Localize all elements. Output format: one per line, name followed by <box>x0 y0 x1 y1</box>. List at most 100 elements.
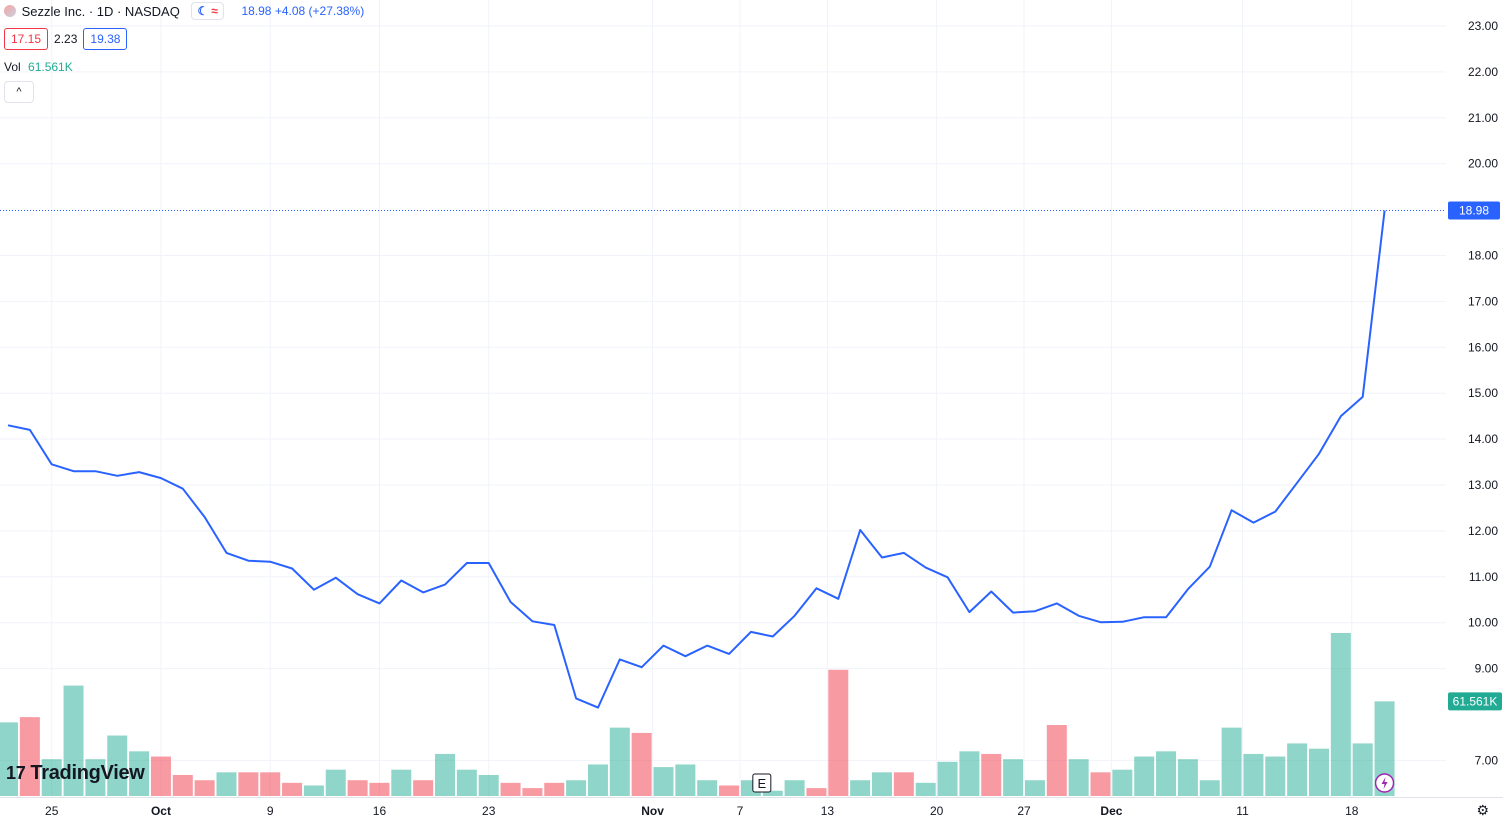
volume-bar <box>675 764 696 796</box>
price-line[interactable] <box>7 210 1386 709</box>
volume-legend: Vol 61.561K <box>4 60 73 74</box>
price-axis-svg[interactable]: 7.00 9.00 10.00 11.00 12.00 13.00 14.00 15.00 16… <box>1446 0 1503 797</box>
volume-label: Vol <box>4 60 21 74</box>
volume-bar <box>391 769 412 796</box>
delayed-data-icon: ≈ <box>211 4 218 18</box>
last-price-label: 18.98 <box>1459 204 1489 218</box>
volume-bar <box>784 780 805 796</box>
volume-bar <box>1243 753 1264 796</box>
ask-button[interactable]: 19.38 <box>83 28 128 50</box>
volume-bar <box>1112 769 1133 796</box>
market-status-pill[interactable]: ☾ ≈ <box>191 2 224 20</box>
tradingview-logo[interactable]: 17 TradingView <box>6 762 145 785</box>
x-tick-label: Nov <box>641 804 664 818</box>
x-tick-label: 7 <box>737 804 744 818</box>
volume-bar <box>544 782 565 796</box>
volume-bar <box>893 772 914 796</box>
last-price-change: 18.98 +4.08 (+27.38%) <box>241 4 365 18</box>
volume-bar <box>1287 743 1308 796</box>
volume-bar <box>0 722 18 796</box>
volume-bar <box>282 782 303 796</box>
volume-bar <box>1309 748 1329 796</box>
volume-bar <box>1046 725 1067 796</box>
chevron-up-icon: ^ <box>16 86 22 98</box>
volume-bar <box>107 735 128 796</box>
volume-bar <box>303 785 324 796</box>
volume-bar <box>500 782 521 796</box>
symbol-title[interactable]: Sezzle Inc. · 1D · NASDAQ <box>21 3 180 19</box>
volume-bar <box>456 769 477 796</box>
y-tick-label: 15.00 <box>1468 386 1498 400</box>
y-tick-label: 13.00 <box>1468 478 1498 492</box>
price-axis[interactable]: 7.00 9.00 10.00 11.00 12.00 13.00 14.00 15.00 16… <box>1446 0 1503 797</box>
earnings-marker[interactable] <box>752 773 772 793</box>
y-tick-label: 18.00 <box>1468 249 1498 263</box>
time-axis[interactable]: 25 Oct 9 16 23 Nov 7 13 20 27 Dec 11 18 <box>0 797 1503 822</box>
last-volume-label: 61.561K <box>1453 694 1498 708</box>
volume-bar <box>959 751 980 796</box>
y-tick-label: 12.00 <box>1468 524 1498 538</box>
volume-bar <box>1265 756 1286 796</box>
x-tick-label: 11 <box>1236 804 1249 818</box>
chart-legend: Sezzle Inc. · 1D · NASDAQ ☾ ≈ 18.98 +4.0… <box>4 2 364 20</box>
volume-bar <box>19 717 40 796</box>
y-tick-label: 23.00 <box>1468 19 1498 33</box>
volume-bar <box>915 782 936 796</box>
y-tick-label: 21.00 <box>1468 111 1498 125</box>
volume-bar <box>981 753 1002 796</box>
y-tick-label: 14.00 <box>1468 432 1498 446</box>
volume-bar <box>697 780 718 796</box>
volume-bar <box>369 782 390 796</box>
x-tick-label: 16 <box>373 804 387 818</box>
volume-bar <box>260 772 281 796</box>
volume-bar <box>1068 759 1089 796</box>
collapse-legend-button[interactable]: ^ <box>4 81 34 103</box>
volume-bar <box>1177 759 1198 796</box>
x-tick-label: 23 <box>482 804 496 818</box>
volume-bar <box>828 669 849 796</box>
x-tick-label: Oct <box>151 804 171 818</box>
spread-value: 2.23 <box>54 32 78 46</box>
x-tick-label: 13 <box>821 804 835 818</box>
y-tick-label: 20.00 <box>1468 157 1498 171</box>
volume-value: 61.561K <box>28 60 73 74</box>
y-tick-label: 10.00 <box>1468 616 1498 630</box>
price-chart-plot[interactable]: E <box>0 0 1446 797</box>
volume-bar <box>1156 751 1177 796</box>
x-tick-label: 20 <box>930 804 944 818</box>
volume-bar <box>1003 759 1024 796</box>
x-tick-label: Dec <box>1100 804 1122 818</box>
y-tick-label: 11.00 <box>1469 570 1498 584</box>
volume-bar <box>1221 727 1242 796</box>
volume-bar <box>1199 780 1220 796</box>
volume-bar <box>194 780 215 796</box>
moon-icon: ☾ <box>197 4 209 18</box>
gear-icon[interactable]: ⚙ <box>1476 802 1489 818</box>
volume-bar <box>478 774 499 796</box>
volume-bar <box>1024 780 1045 796</box>
bid-ask-row: 17.15 2.23 19.38 <box>4 28 128 50</box>
volume-bar <box>631 732 652 796</box>
volume-bar <box>238 772 259 796</box>
volume-bar <box>719 785 740 796</box>
volume-bar <box>609 727 630 796</box>
symbol-logo-icon <box>4 5 16 17</box>
x-tick-label: 25 <box>45 804 59 818</box>
volume-bar <box>129 751 150 796</box>
y-tick-label: 22.00 <box>1468 65 1498 79</box>
volume-bar <box>566 780 587 796</box>
volume-bar <box>806 788 827 796</box>
chart-svg[interactable]: E <box>0 0 1446 797</box>
x-tick-label: 27 <box>1017 804 1031 818</box>
volume-bar <box>1090 772 1111 796</box>
earnings-marker-label: E <box>757 776 766 791</box>
volume-bar <box>653 767 674 796</box>
x-tick-label: 9 <box>267 804 274 818</box>
volume-bar <box>63 685 84 796</box>
tradingview-mark-icon: 17 <box>6 763 26 783</box>
bid-button[interactable]: 17.15 <box>4 28 49 50</box>
volume-bar <box>872 772 892 796</box>
time-axis-svg[interactable]: 25 Oct 9 16 23 Nov 7 13 20 27 Dec 11 18 <box>0 798 1503 823</box>
volume-bar <box>325 769 346 796</box>
volume-bar <box>1352 743 1373 796</box>
